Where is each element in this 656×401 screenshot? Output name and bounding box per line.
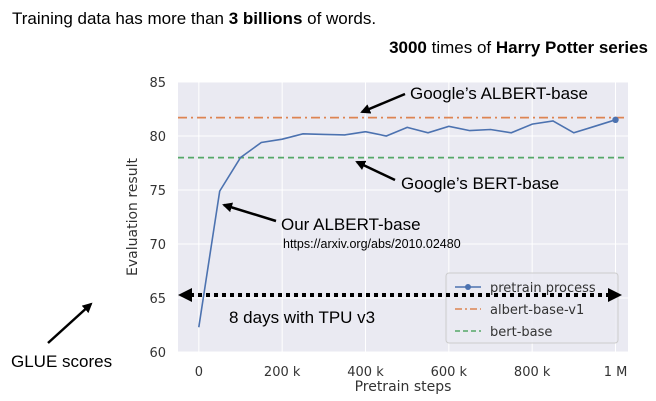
legend-box <box>445 272 619 344</box>
y-tick-label: 75 <box>149 184 166 199</box>
arrow-icon <box>47 302 93 344</box>
y-tick-label: 70 <box>149 238 166 253</box>
annotation-google-albert-text: Google’s ALBERT-base <box>410 84 588 103</box>
annotation-google-bert: Google’s BERT-base <box>355 160 559 193</box>
annotation-glue: GLUE scores <box>11 302 112 371</box>
pretrain-process-line <box>198 119 616 328</box>
annotation-our-albert: Our ALBERT-base https://arxiv.org/abs/20… <box>222 202 461 251</box>
y-tick-label: 65 <box>149 292 166 307</box>
annotation-google-bert-text: Google’s BERT-base <box>401 174 559 193</box>
x-tick-label: 1 M <box>604 365 628 380</box>
headline-harry-potter: 3000 times of Harry Potter series <box>389 38 648 57</box>
legend-label-pretrain: pretrain process <box>490 281 596 296</box>
annotation-google-albert: Google’s ALBERT-base <box>360 84 588 114</box>
legend-label-albert: albert-base-v1 <box>490 303 584 318</box>
reference-lines <box>178 116 628 159</box>
pretrain-series <box>198 116 619 328</box>
evaluation-chart: 60 65 70 75 80 85 0 200 k 400 k 600 k 800 k 1 M Pr… <box>125 76 628 395</box>
legend-item-bert: bert-base <box>455 325 552 340</box>
annotation-tpu: 8 days with TPU v3 <box>178 288 622 327</box>
annotation-glue-text: GLUE scores <box>11 352 112 371</box>
y-axis-label: Evaluation result <box>125 158 141 276</box>
arrow-right-icon <box>608 288 622 302</box>
arrow-left-icon <box>178 288 192 302</box>
legend-label-bert: bert-base <box>490 325 552 340</box>
legend: pretrain process albert-base-v1 bert-bas… <box>445 272 619 344</box>
legend-item-pretrain: pretrain process <box>455 281 596 296</box>
annotation-tpu-text: 8 days with TPU v3 <box>229 308 375 327</box>
x-tick-label: 600 k <box>431 365 468 380</box>
x-axis-label: Pretrain steps <box>355 379 452 395</box>
x-tick-label: 800 k <box>514 365 551 380</box>
arrow-icon <box>360 92 406 114</box>
arrow-icon <box>222 202 277 223</box>
x-tick-label: 200 k <box>264 365 301 380</box>
headline-training-data: Training data has more than 3 billions o… <box>12 9 376 28</box>
y-tick-label: 85 <box>149 76 166 91</box>
y-tick-labels: 60 65 70 75 80 85 <box>149 76 166 361</box>
pretrain-final-point <box>612 116 619 124</box>
x-tick-label: 400 k <box>347 365 384 380</box>
annotation-our-albert-text: Our ALBERT-base <box>281 215 421 234</box>
x-tick-label: 0 <box>195 365 203 380</box>
x-tick-labels: 0 200 k 400 k 600 k 800 k 1 M <box>195 365 628 380</box>
annotation-paper-url: https://arxiv.org/abs/2010.02480 <box>283 237 461 251</box>
y-tick-label: 80 <box>149 130 166 145</box>
legend-item-albert: albert-base-v1 <box>455 303 584 318</box>
y-tick-label: 60 <box>149 346 166 361</box>
arrow-icon <box>355 160 396 182</box>
